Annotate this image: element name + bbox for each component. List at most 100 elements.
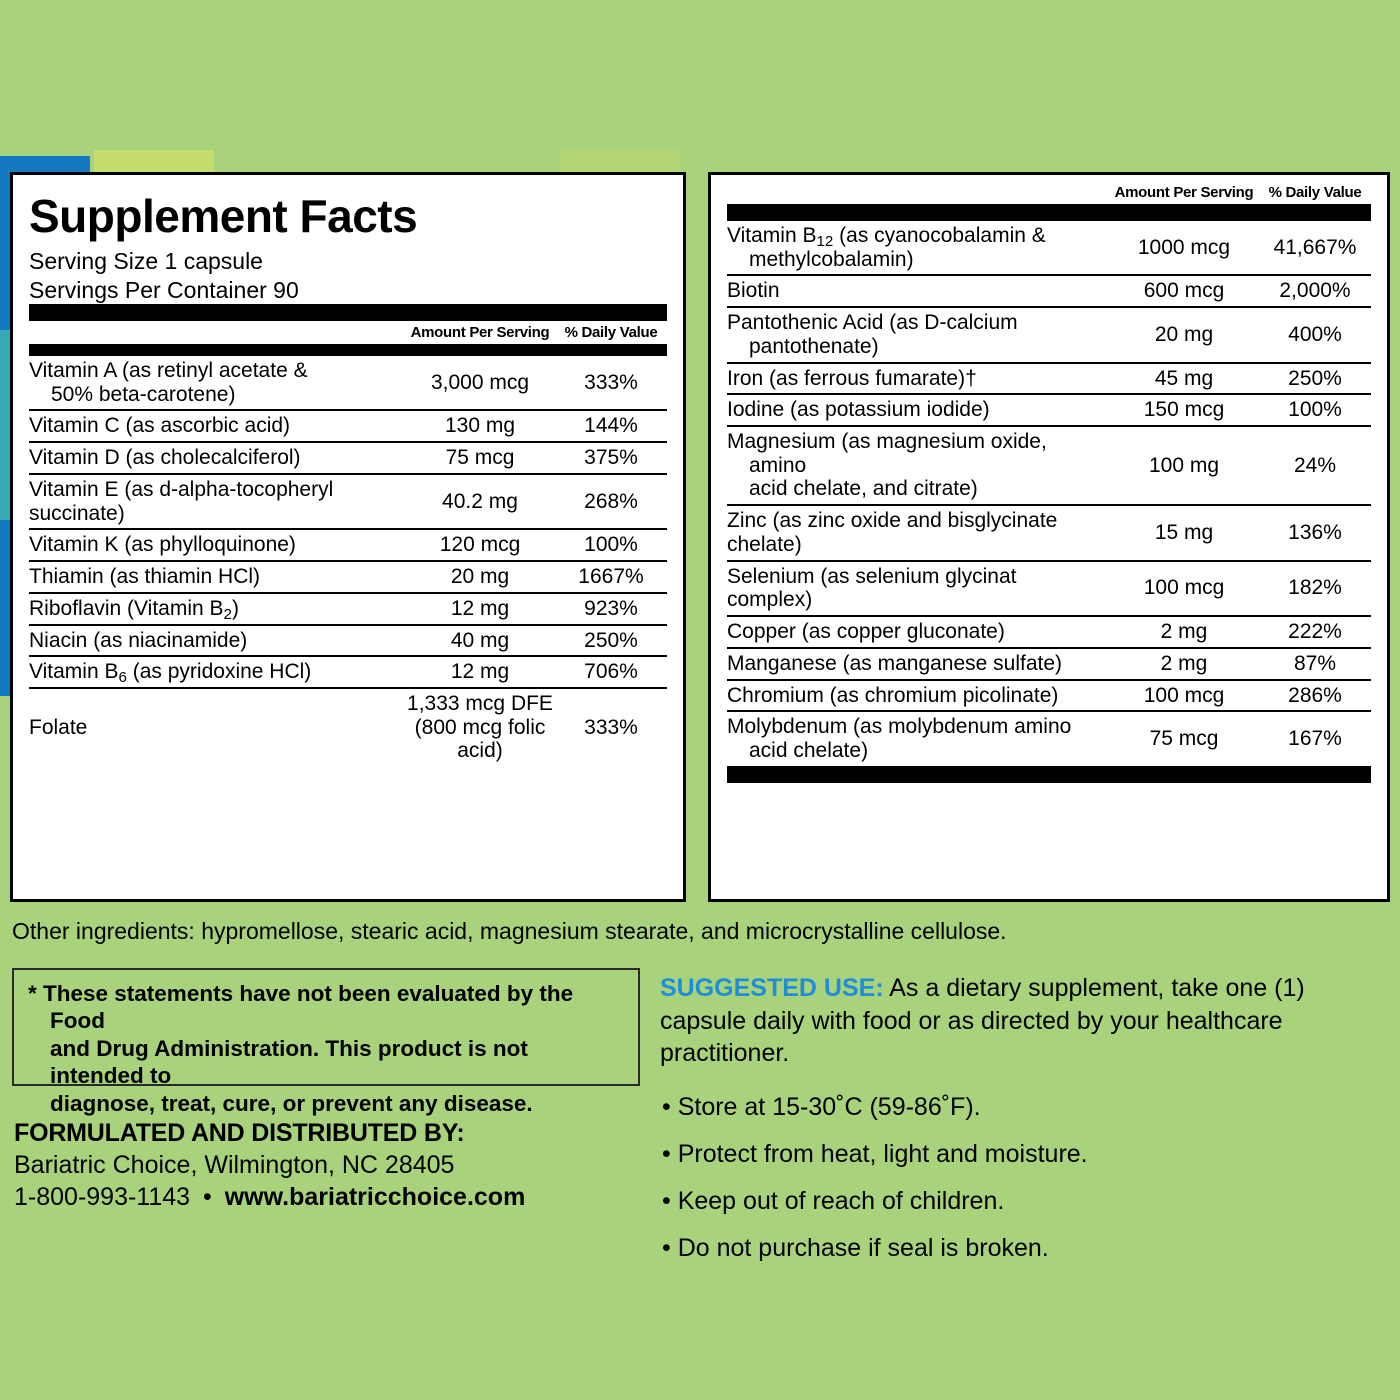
column-header-amount: Amount Per Serving <box>1114 184 1254 201</box>
formulated-by-block: FORMULATED AND DISTRIBUTED BY: Bariatric… <box>14 1118 654 1213</box>
nutrition-table-right: Amount Per Serving % Daily Value Vitamin… <box>727 181 1371 783</box>
table-row: Vitamin B6 (as pyridoxine HCl) 12 mg 706… <box>29 656 667 689</box>
nutrient-daily-value: 2,000% <box>1259 275 1371 309</box>
table-rule-under-header <box>29 344 667 357</box>
nutrient-name: Thiamin (as thiamin HCl) <box>29 561 405 594</box>
serving-size-text: Serving Size 1 capsule <box>29 248 263 274</box>
table-row: Niacin (as niacinamide) 40 mg 250% <box>29 624 667 658</box>
nutrient-daily-value: 400% <box>1259 307 1371 364</box>
supplement-facts-panel-right: Amount Per Serving % Daily Value Vitamin… <box>708 172 1390 902</box>
nutrient-name: Iron (as ferrous fumarate)† <box>727 362 1109 396</box>
nutrition-table-left: Amount Per Serving % Daily Value Vitamin… <box>29 304 667 766</box>
table-row: Vitamin B12 (as cyanocobalamin & methylc… <box>727 221 1371 277</box>
nutrient-name: Vitamin B12 (as cyanocobalamin & <box>727 224 1046 250</box>
table-row: Vitamin C (as ascorbic acid) 130 mg 144% <box>29 410 667 444</box>
website-link[interactable]: www.bariatricchoice.com <box>224 1183 526 1212</box>
nutrient-amount: 100 mg <box>1109 426 1259 507</box>
table-row: Thiamin (as thiamin HCl) 20 mg 1667% <box>29 561 667 594</box>
other-ingredients-text: Other ingredients: hypromellose, stearic… <box>12 918 1007 944</box>
nutrient-amount: 3,000 mcg <box>405 356 555 412</box>
suggested-use-block: SUGGESTED USE: As a dietary supplement, … <box>660 972 1390 1070</box>
nutrient-amount: 20 mg <box>405 561 555 594</box>
table-header-row: Amount Per Serving % Daily Value <box>29 321 667 344</box>
nutrient-name: Copper (as copper gluconate) <box>727 616 1109 649</box>
list-item: • Store at 15-30˚C (59-86˚F). <box>662 1093 981 1121</box>
disclaimer-line-3: diagnose, treat, cure, or prevent any di… <box>50 1090 533 1116</box>
nutrient-amount: 1,333 mcg DFE <box>407 691 553 715</box>
table-row: Pantothenic Acid (as D-calcium pantothen… <box>727 307 1371 364</box>
nutrient-name: Niacin (as niacinamide) <box>29 624 405 658</box>
nutrient-name: Vitamin E (as d-alpha-tocopheryl succina… <box>29 473 405 531</box>
nutrient-name: Vitamin A (as retinyl acetate & <box>29 359 308 383</box>
usage-bullet-list: • Store at 15-30˚C (59-86˚F). • Protect … <box>662 1092 1392 1280</box>
nutrient-daily-value: 24% <box>1259 426 1371 507</box>
table-row: Riboflavin (Vitamin B2) 12 mg 923% <box>29 592 667 626</box>
nutrient-name-cont: 50% beta-carotene) <box>51 382 236 406</box>
fda-disclaimer-box: * These statements have not been evaluat… <box>12 968 640 1116</box>
nutrient-amount: 12 mg <box>405 592 555 626</box>
nutrient-name: Vitamin D (as cholecalciferol) <box>29 442 405 475</box>
bullet-text: Keep out of reach of children. <box>677 1187 1005 1215</box>
nutrient-daily-value: 41,667% <box>1259 221 1371 277</box>
table-row: Selenium (as selenium glycinat complex) … <box>727 560 1371 618</box>
nutrient-amount: 150 mcg <box>1109 394 1259 428</box>
bullet-text: Protect from heat, light and moisture. <box>677 1140 1088 1168</box>
nutrient-amount: 45 mg <box>1109 362 1259 396</box>
table-rule-top <box>727 204 1371 221</box>
nutrient-amount: 100 mcg <box>1109 679 1259 713</box>
disclaimer-line-1: * These statements have not been evaluat… <box>28 981 574 1034</box>
nutrient-amount: 100 mcg <box>1109 560 1259 618</box>
bullet-separator: • <box>203 1183 212 1212</box>
nutrient-name: Riboflavin (Vitamin B2) <box>29 592 405 626</box>
table-row: Zinc (as zinc oxide and bisglycinate che… <box>727 505 1371 562</box>
nutrient-amount: 120 mcg <box>405 529 555 563</box>
company-address: Bariatric Choice, Wilmington, NC 28405 <box>14 1151 455 1180</box>
nutrient-name: Vitamin B6 (as pyridoxine HCl) <box>29 656 405 689</box>
nutrient-name: Vitamin K (as phylloquinone) <box>29 529 405 563</box>
disclaimer-line-2: and Drug Administration. This product is… <box>50 1035 528 1089</box>
phone-number[interactable]: 1-800-993-1143 <box>14 1183 191 1212</box>
nutrient-amount: 75 mcg <box>405 442 555 475</box>
nutrient-name: Zinc (as zinc oxide and bisglycinate che… <box>727 505 1109 562</box>
nutrient-amount: 20 mg <box>1109 307 1259 364</box>
supplement-facts-panel-left: Supplement Facts Serving Size 1 capsule … <box>10 172 686 902</box>
table-row: Folate 1,333 mcg DFE (800 mcg folic acid… <box>29 688 667 766</box>
nutrient-name: Chromium (as chromium picolinate) <box>727 679 1109 713</box>
table-row: Copper (as copper gluconate) 2 mg 222% <box>727 616 1371 649</box>
nutrient-daily-value: 222% <box>1259 616 1371 649</box>
table-row: Biotin 600 mcg 2,000% <box>727 275 1371 309</box>
nutrient-amount-cont: (800 mcg folic acid) <box>414 715 546 763</box>
nutrient-amount: 2 mg <box>1109 647 1259 681</box>
nutrient-name-cont: acid chelate, and citrate) <box>749 477 978 501</box>
nutrient-daily-value: 144% <box>555 410 667 444</box>
nutrient-daily-value: 1667% <box>555 561 667 594</box>
table-row: Chromium (as chromium picolinate) 100 mc… <box>727 679 1371 713</box>
nutrient-daily-value: 250% <box>1259 362 1371 396</box>
table-rule-top <box>29 304 667 322</box>
nutrient-name: Magnesium (as magnesium oxide, amino <box>727 430 1047 477</box>
table-header-row: Amount Per Serving % Daily Value <box>727 181 1371 204</box>
nutrient-daily-value: 167% <box>1288 727 1342 751</box>
table-row: Vitamin A (as retinyl acetate & 50% beta… <box>29 356 667 412</box>
nutrient-name-cont: methylcobalamin) <box>749 247 914 271</box>
formulated-by-heading: FORMULATED AND DISTRIBUTED BY: <box>14 1119 465 1147</box>
nutrient-daily-value: 375% <box>555 442 667 475</box>
page-title: Supplement Facts <box>29 190 418 242</box>
column-header-amount: Amount Per Serving <box>410 324 550 342</box>
column-header-daily-value: % Daily Value <box>1268 184 1362 201</box>
nutrient-daily-value: 333% <box>584 715 638 739</box>
nutrient-daily-value: 182% <box>1259 560 1371 618</box>
list-item: • Keep out of reach of children. <box>662 1187 1005 1215</box>
nutrient-name: Biotin <box>727 275 1109 309</box>
table-row: Vitamin K (as phylloquinone) 120 mcg 100… <box>29 529 667 563</box>
nutrient-daily-value: 136% <box>1259 505 1371 562</box>
nutrient-amount: 1000 mcg <box>1109 221 1259 277</box>
table-row: Vitamin E (as d-alpha-tocopheryl succina… <box>29 473 667 531</box>
list-item: • Protect from heat, light and moisture. <box>662 1140 1088 1168</box>
table-row: Iron (as ferrous fumarate)† 45 mg 250% <box>727 362 1371 396</box>
nutrient-amount: 15 mg <box>1109 505 1259 562</box>
nutrient-name: Folate <box>29 715 88 739</box>
nutrient-amount: 600 mcg <box>1109 275 1259 309</box>
nutrient-name: Vitamin C (as ascorbic acid) <box>29 410 405 444</box>
nutrient-amount: 40 mg <box>405 624 555 658</box>
